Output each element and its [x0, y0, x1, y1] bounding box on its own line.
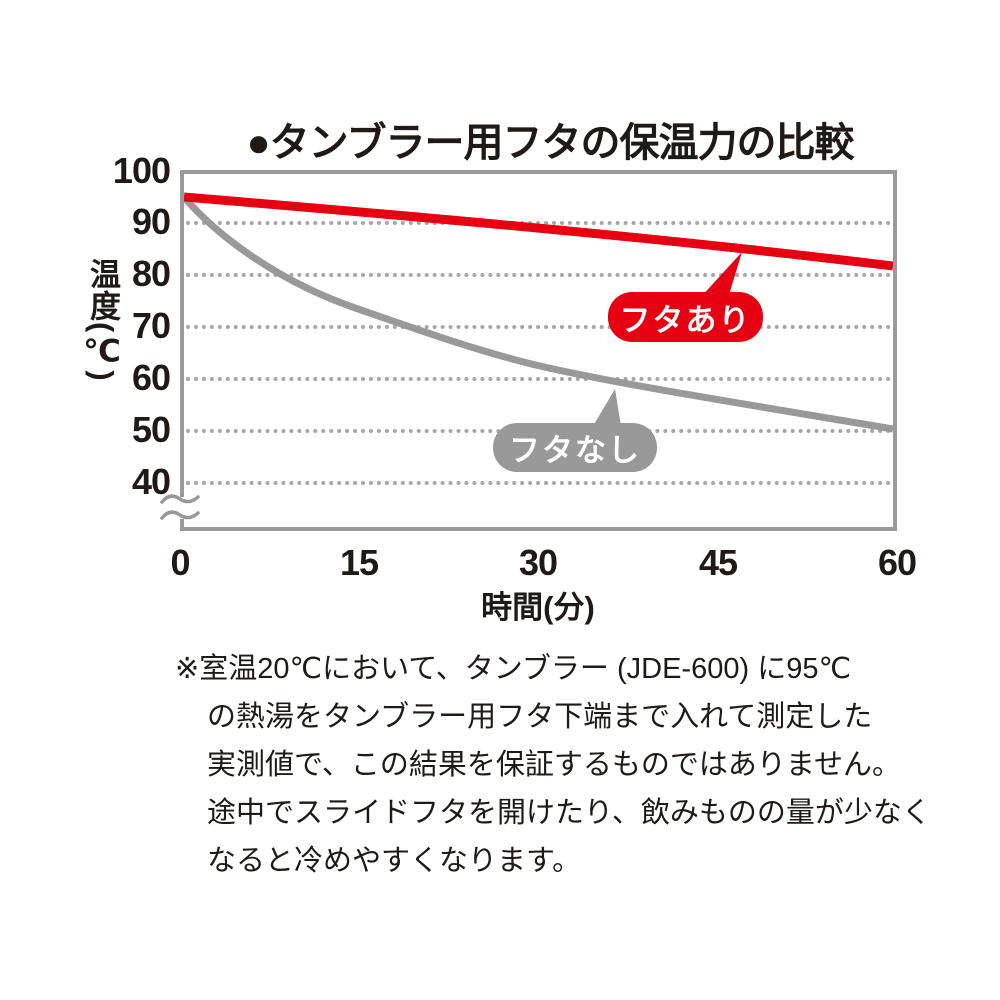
gridline-90: [186, 221, 891, 225]
footnote: ※室温20℃において、タンブラー (JDE-600) に95℃ の熱湯をタンブラ…: [175, 645, 931, 885]
series-line-without-lid: [184, 194, 893, 433]
callout-without-lid: フタなし: [493, 423, 657, 472]
callout-tail-with-lid: [700, 252, 742, 298]
callout-tail-without-lid: [593, 389, 621, 426]
x-tick-label-0: 0: [170, 542, 190, 583]
footnote-line: 実測値で、この結果を保証するものではありません。: [207, 749, 901, 781]
series-line-with-lid: [184, 192, 893, 271]
y-tick-label-70: 70: [131, 305, 171, 346]
footnote-line: ※室温20℃において、タンブラー (JDE-600) に95℃: [175, 653, 852, 685]
y-axis-label: 温度(℃): [85, 258, 120, 382]
x-tick-label-60: 60: [877, 542, 917, 583]
y-tick-label-80: 80: [131, 253, 171, 294]
y-tick-label-60: 60: [131, 357, 171, 398]
y-axis-break-mask: [176, 497, 186, 519]
y-axis-break-icon: [160, 494, 200, 520]
gridline-60: [186, 377, 891, 381]
x-axis-label: 時間(分): [481, 590, 595, 625]
gridline-40: [186, 481, 891, 485]
x-tick-label-45: 45: [698, 542, 738, 583]
chart-title: ●タンブラー用フタの保温力の比較: [246, 121, 855, 165]
callout-with-lid-label: フタあり: [619, 302, 752, 338]
callout-with-lid: フタあり: [608, 292, 763, 342]
plot-area: [180, 170, 897, 531]
y-tick-label-90: 90: [131, 201, 171, 242]
x-tick-label-15: 15: [339, 542, 379, 583]
footnote-line: 途中でスライドフタを開けたり、飲みものの量が少なく: [207, 797, 931, 829]
y-tick-label-100: 100: [112, 150, 171, 191]
x-tick-label-30: 30: [518, 542, 558, 583]
y-tick-label-50: 50: [131, 409, 171, 450]
footnote-line: の熱湯をタンブラー用フタ下端まで入れて測定した: [207, 701, 873, 733]
gridline-80: [186, 273, 891, 277]
gridline-70: [186, 325, 891, 329]
footnote-line: なると冷めやすくなります。: [207, 845, 582, 877]
line-series-canvas: [184, 192, 893, 433]
callout-without-lid-label: フタなし: [509, 433, 641, 468]
y-tick-label-40: 40: [131, 461, 171, 502]
